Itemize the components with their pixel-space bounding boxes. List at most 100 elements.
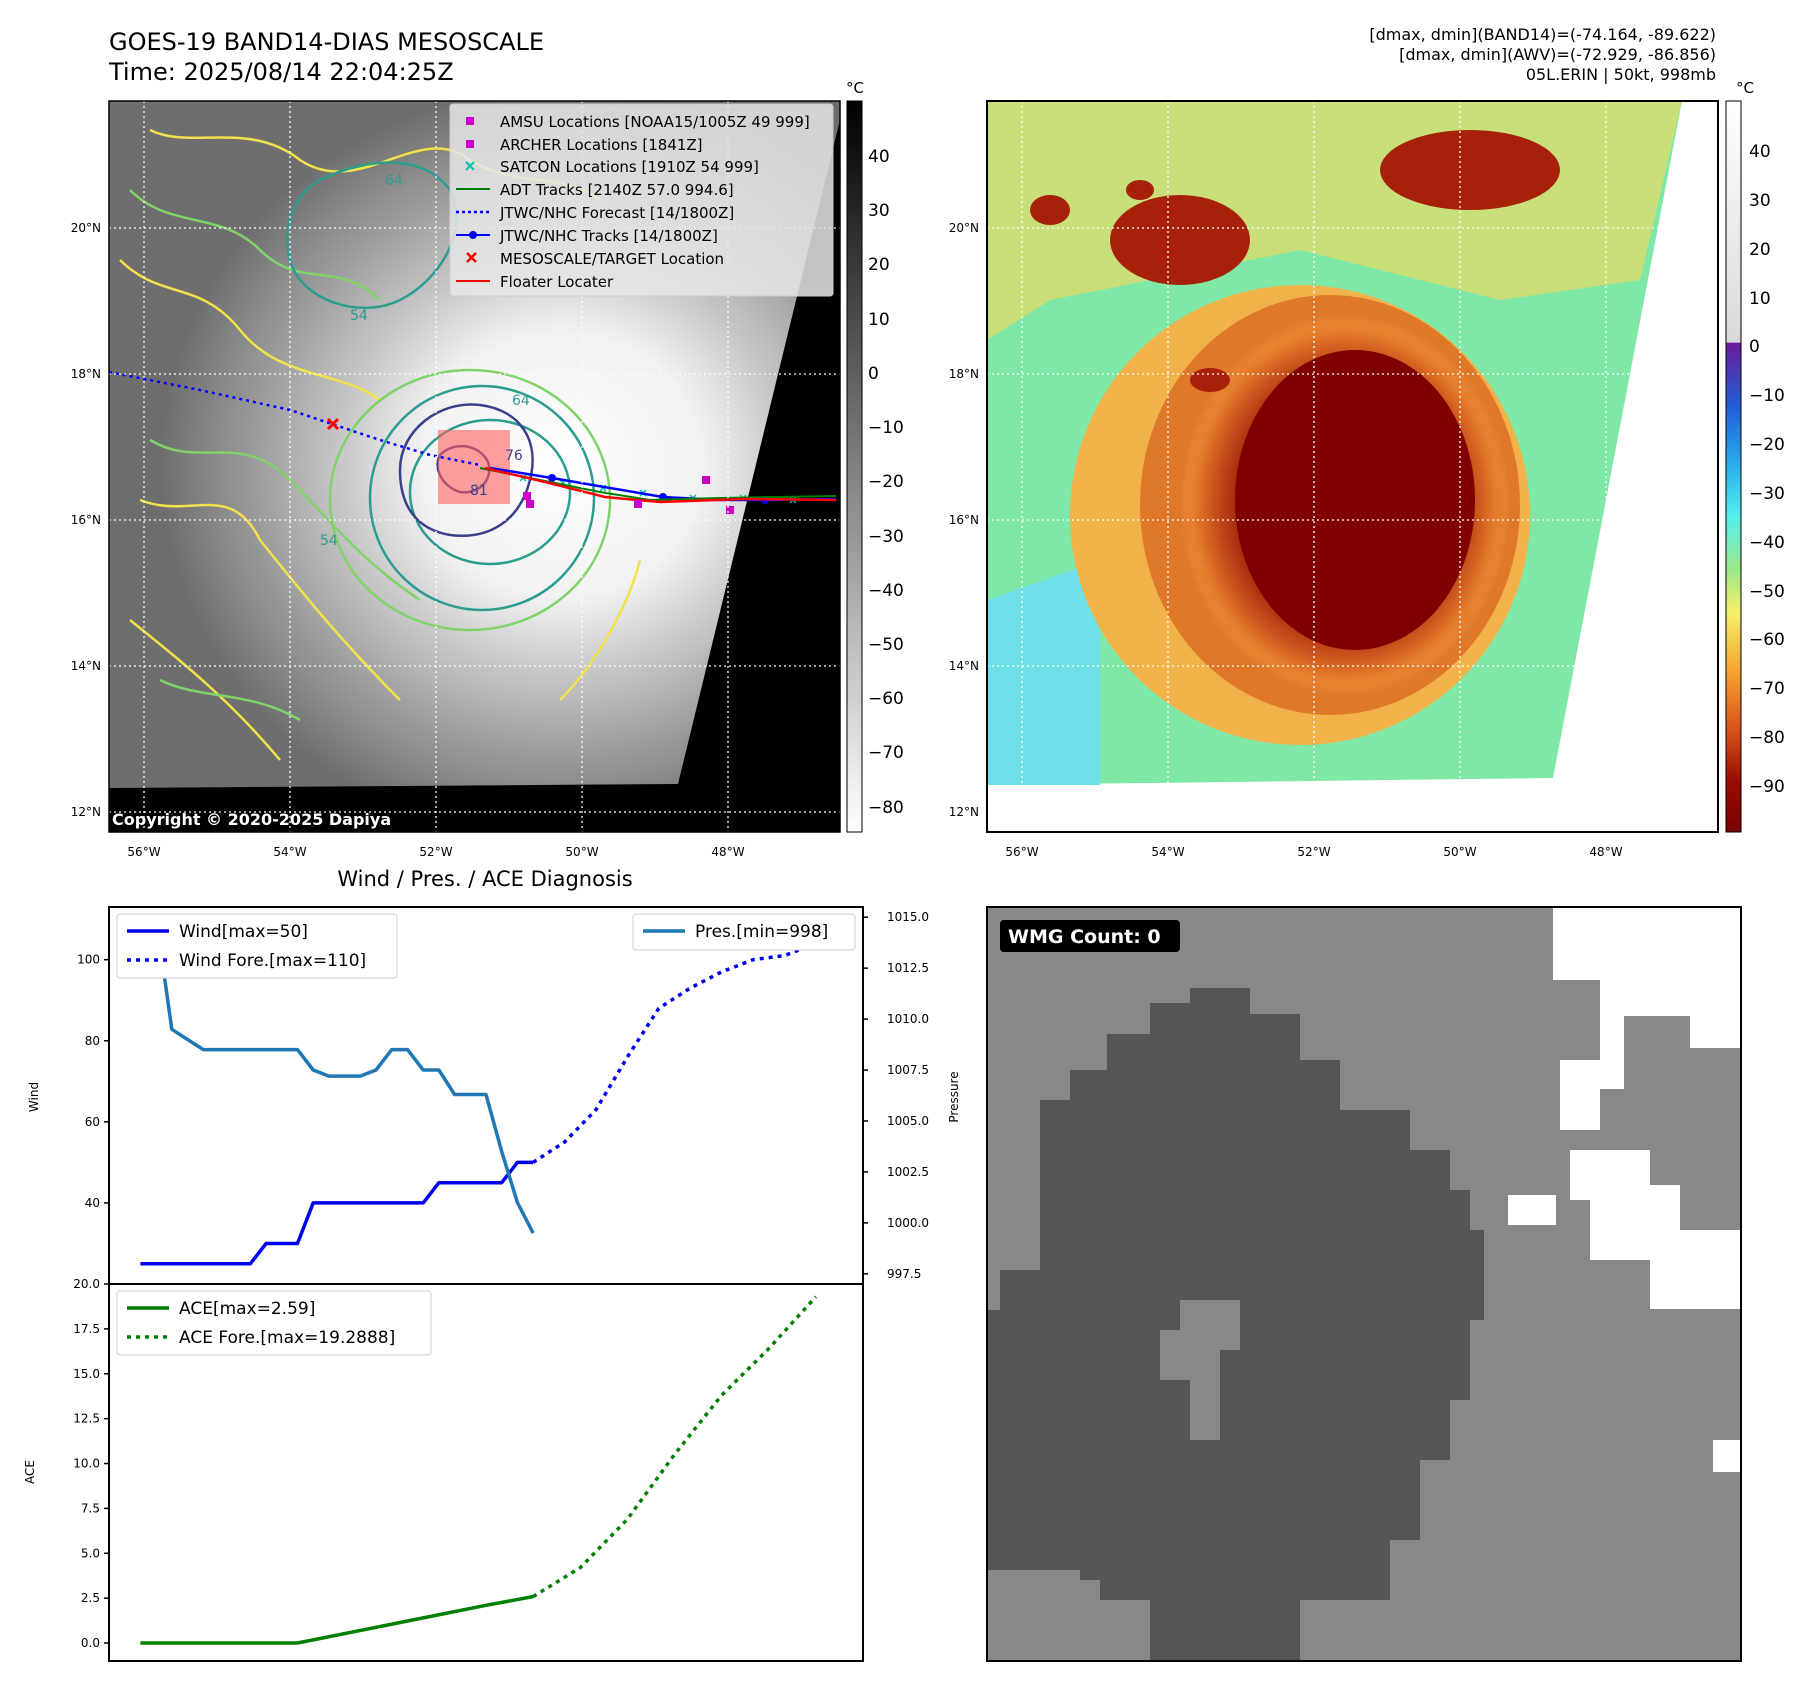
- lat-label: 16°N: [949, 513, 979, 527]
- colorbar-tick: −60: [1749, 630, 1785, 650]
- colorbar-tick: −90: [1749, 777, 1785, 797]
- legend-label: JTWC/NHC Tracks [14/1800Z]: [499, 227, 718, 245]
- colorbar-tick: 40: [1749, 142, 1771, 162]
- lat-label: 12°N: [71, 805, 101, 819]
- awv-colorbar-ticks: 40 30 20 10 0 −10 −20 −30 −40 −50 −60 −7…: [1749, 142, 1785, 797]
- wmg-clear-mid: [1570, 1150, 1741, 1309]
- colorbar-tick: −30: [1749, 484, 1785, 504]
- floater-track: [484, 466, 837, 504]
- ir-colorbar-unit: °C: [846, 79, 864, 97]
- legend-label: Pres.[min=998]: [695, 922, 828, 942]
- pressure-axis-label: Pressure: [947, 1071, 961, 1122]
- wind-pressure-chart: Wind / Pres. / ACE Diagnosis 40 60 80 100 9…: [27, 867, 961, 1285]
- wind-legend-box: [116, 913, 398, 979]
- track-legend-dot: [469, 231, 477, 239]
- wind-fore--line: [532, 941, 817, 1164]
- ace-legend-box: [116, 1290, 432, 1356]
- wmg-gap: [1160, 1300, 1240, 1440]
- figure-title: GOES-19 BAND14-DIAS MESOSCALE: [109, 28, 544, 56]
- lon-label: 52°W: [1297, 845, 1330, 859]
- lat-label: 16°N: [71, 513, 101, 527]
- legend-label: ADT Tracks [2140Z 57.0 994.6]: [500, 181, 734, 199]
- ace-series: [140, 1295, 818, 1645]
- archer-amsu-marks: [523, 476, 734, 514]
- awv-cold-cells: [1030, 130, 1560, 392]
- colorbar-tick: −70: [868, 743, 904, 763]
- y2-tick-label: 1007.5: [887, 1063, 929, 1077]
- floater-box: [438, 430, 510, 504]
- colorbar-tick: −50: [868, 635, 904, 655]
- wmg-clear-top: [1553, 907, 1741, 1130]
- pressure-ticks: 997.5 1000.0 1002.5 1005.0 1007.5 1010.0 1012.…: [863, 910, 929, 1281]
- colorbar-tick: −40: [868, 581, 904, 601]
- colorbar-tick: −80: [1749, 728, 1785, 748]
- y2-tick-label: 997.5: [887, 1267, 921, 1281]
- pressure-legend-box: [632, 913, 856, 951]
- lon-label: 56°W: [1005, 845, 1038, 859]
- wind-legend: Wind[max=50] Wind Fore.[max=110] Pres.[m…: [116, 913, 856, 979]
- ir-legend: AMSU Locations [NOAA15/1005Z 49 999] ARC…: [449, 103, 834, 297]
- wind-ticks: 40 60 80 100: [77, 953, 109, 1210]
- lat-label: 20°N: [949, 221, 979, 235]
- legend-label: ARCHER Locations [1841Z]: [500, 136, 703, 154]
- colorbar-tick: 40: [868, 147, 890, 167]
- lon-label: 50°W: [1443, 845, 1476, 859]
- colorbar-tick: −40: [1749, 533, 1785, 553]
- colorbar-tick: 20: [1749, 240, 1771, 260]
- lon-label: 56°W: [127, 845, 160, 859]
- legend-label: SATCON Locations [1910Z 54 999]: [500, 158, 759, 176]
- lat-label: 18°N: [949, 367, 979, 381]
- wind-series: [140, 915, 817, 1266]
- colorbar-tick: −20: [1749, 435, 1785, 455]
- y2-tick-label: 1015.0: [887, 910, 929, 924]
- ace-fore--line: [532, 1295, 818, 1599]
- colorbar-tick: 0: [1749, 337, 1760, 357]
- colorbar-tick: −70: [1749, 679, 1785, 699]
- legend-label: MESOSCALE/TARGET Location: [500, 250, 724, 268]
- awv-core-inner: [1235, 350, 1475, 650]
- colorbar-tick: −10: [1749, 386, 1785, 406]
- chart-title: Wind / Pres. / ACE Diagnosis: [337, 867, 632, 891]
- ir-gridlines: [109, 101, 840, 832]
- lon-label: 48°W: [1589, 845, 1622, 859]
- colorbar-tick: −50: [1749, 582, 1785, 602]
- wmg-badge-label: WMG Count: 0: [1008, 926, 1161, 948]
- legend-label: Floater Locater: [500, 273, 614, 291]
- stat-awv: [dmax, dmin](AWV)=(-72.929, -86.856): [1399, 45, 1716, 64]
- ace-chart: 0.0 2.5 5.0 7.5 10.0 12.5 15.0 17.5 20.0 ACE ACE…: [23, 1277, 864, 1662]
- y-tick-label: 80: [85, 1034, 100, 1048]
- ace-legend: ACE[max=2.59] ACE Fore.[max=19.2888]: [116, 1290, 432, 1356]
- colorbar-tick: 10: [868, 310, 890, 330]
- stat-band14: [dmax, dmin](BAND14)=(-74.164, -89.622): [1369, 25, 1716, 44]
- awv-lower-moist: [987, 560, 1100, 785]
- ir-map-panel: 64 54 54 64 76 81 Copyright © 2020-2025 …: [71, 79, 904, 859]
- archer-legend-marker: [466, 140, 474, 148]
- y-tick-label: 17.5: [73, 1322, 100, 1336]
- ir-lat-labels: 20°N 18°N 16°N 14°N 12°N: [71, 221, 101, 819]
- wind-line: [140, 1160, 534, 1266]
- colorbar-tick: −30: [868, 527, 904, 547]
- ir-lon-labels: 56°W 54°W 52°W 50°W 48°W: [127, 845, 744, 859]
- ir-colorbar: [846, 100, 863, 833]
- colorbar-tick: −80: [868, 798, 904, 818]
- lat-label: 14°N: [71, 659, 101, 673]
- colorbar-tick: 20: [868, 255, 890, 275]
- wmg-panel: WMG Count: 0: [986, 906, 1742, 1662]
- contour-label: 54: [320, 533, 338, 549]
- pressure-line: [140, 915, 535, 1234]
- awv-frame: [986, 100, 1719, 833]
- awv-colorbar-unit: °C: [1736, 79, 1754, 97]
- colorbar-tick: 30: [868, 201, 890, 221]
- satcon-legend-marker: [465, 161, 475, 171]
- y-tick-label: 60: [85, 1115, 100, 1129]
- stat-storm: 05L.ERIN | 50kt, 998mb: [1526, 65, 1716, 84]
- legend-label: Wind Fore.[max=110]: [179, 951, 366, 971]
- ace-line: [140, 1594, 534, 1645]
- lon-label: 54°W: [1151, 845, 1184, 859]
- contour-label: 54: [350, 308, 368, 324]
- amsu-legend-marker: [466, 117, 474, 125]
- figure-time: Time: 2025/08/14 22:04:25Z: [108, 58, 454, 86]
- legend-label: Wind[max=50]: [179, 922, 308, 942]
